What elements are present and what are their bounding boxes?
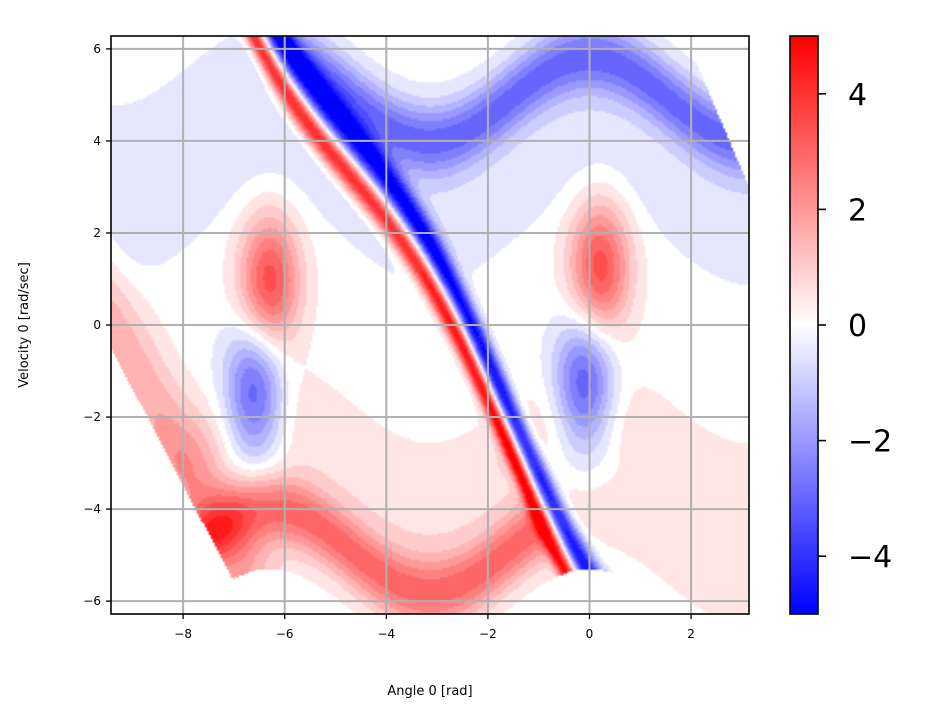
x-axis-label: Angle 0 [rad]: [387, 684, 472, 699]
colorbar-tick-label: −2: [848, 425, 892, 460]
y-tick-label: 2: [93, 226, 101, 240]
x-tick-label: 0: [586, 627, 594, 641]
y-tick-label: −4: [83, 502, 101, 516]
grid-lines: [111, 36, 749, 614]
y-tick-label: 0: [93, 318, 101, 332]
y-axis-label: Velocity 0 [rad/sec]: [17, 262, 32, 388]
colorbar-tick-label: 4: [848, 78, 867, 113]
y-axis-ticks: −6 −4 −2 0 2 4 6: [83, 42, 111, 608]
x-tick-label: −2: [479, 627, 497, 641]
colorbar-tick-label: 0: [848, 309, 867, 344]
colorbar-tick-label: 2: [848, 193, 867, 228]
x-tick-label: −8: [174, 627, 192, 641]
y-tick-label: 6: [93, 42, 101, 56]
colorbar-ticks: −4 −2 0 2 4: [818, 78, 892, 575]
plot-area: [110, 35, 750, 615]
x-axis-ticks: −8 −6 −4 −2 0 2: [174, 614, 695, 641]
y-tick-label: −2: [83, 410, 101, 424]
colorbar-gradient: [790, 36, 818, 614]
x-tick-label: 2: [687, 627, 695, 641]
y-tick-label: 4: [93, 134, 101, 148]
y-tick-label: −6: [83, 594, 101, 608]
x-tick-label: −6: [276, 627, 294, 641]
colorbar-tick-label: −4: [848, 540, 892, 575]
colorbar: −4 −2 0 2 4: [789, 35, 892, 615]
x-tick-label: −4: [377, 627, 395, 641]
